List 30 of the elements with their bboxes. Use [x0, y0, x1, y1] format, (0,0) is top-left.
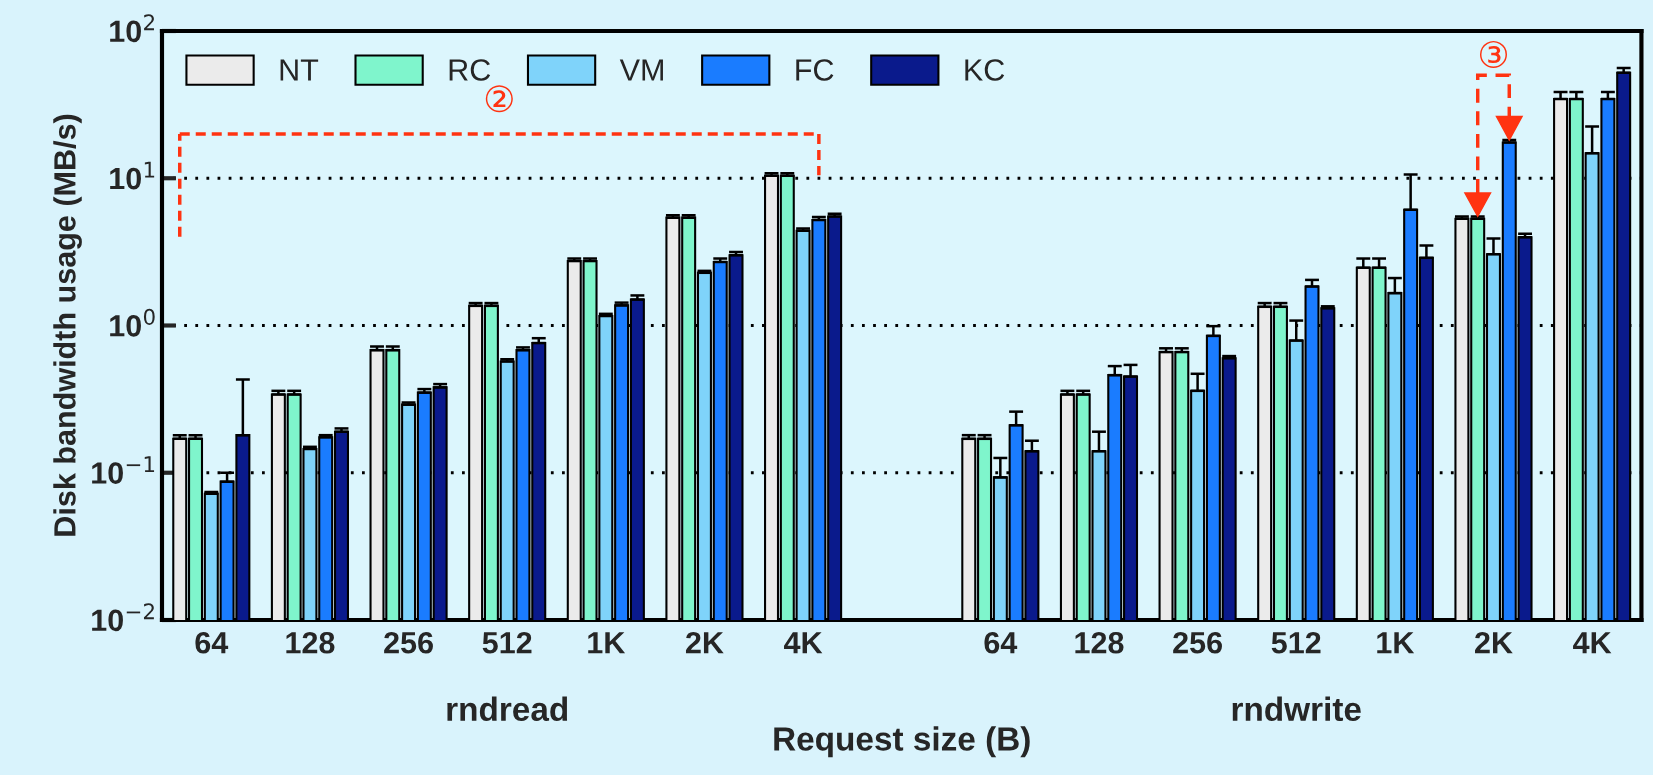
- text: rndread: [447, 696, 568, 722]
- annotation: ③: [1479, 40, 1507, 68]
- annotation: ②: [485, 85, 513, 113]
- y-tick-label: 10$^{1}$: [110, 161, 155, 190]
- x-tick-label: 512: [482, 631, 532, 654]
- x-tick-label: 4K: [1573, 632, 1612, 654]
- legend-label: RC: [449, 59, 491, 81]
- x-tick-label: 512: [1271, 631, 1321, 654]
- x-tick-label: 2K: [1475, 631, 1513, 654]
- x-axis-title: Request size (B): [774, 726, 1030, 758]
- x-tick-label: 1K: [1377, 632, 1415, 654]
- y-tick-label: 10$^{2}$: [110, 14, 154, 43]
- y-tick-label: 10$^{−1}$: [92, 456, 155, 484]
- x-tick-label: 256: [1173, 631, 1222, 654]
- legend-label: KC: [965, 59, 1005, 81]
- legend-label: NT: [280, 59, 319, 81]
- legend-label: VM: [619, 59, 663, 81]
- x-tick-label: 128: [286, 631, 335, 654]
- x-tick-label: 256: [384, 631, 433, 654]
- y-tick-label: 10$^{0}$: [110, 308, 155, 337]
- x-tick-label: 1K: [588, 632, 626, 654]
- x-tick-label: 4K: [784, 632, 823, 654]
- text: rndwrite: [1232, 696, 1361, 722]
- legend-label: FC: [796, 59, 834, 81]
- y-tick-label: 10$^{−2}$: [92, 603, 154, 632]
- x-tick-label: 128: [1075, 631, 1124, 654]
- x-tick-label: 64: [984, 631, 1018, 654]
- y-axis-title: Disk bandwidth usage (MB/s): [53, 114, 82, 536]
- x-tick-label: 2K: [685, 631, 724, 654]
- x-tick-label: 64: [195, 631, 229, 654]
